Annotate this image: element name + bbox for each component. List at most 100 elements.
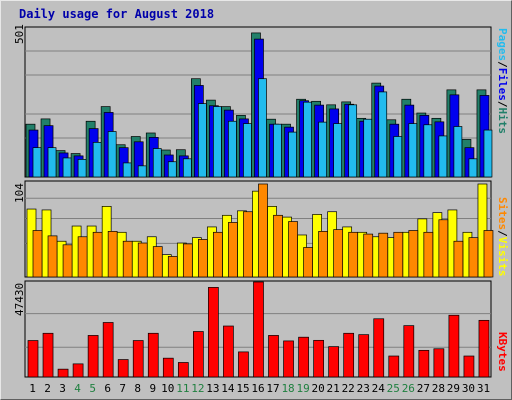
bar-kbytes-day-6 (102, 322, 114, 378)
x-tick-label-1: 1 (29, 382, 36, 395)
x-tick-label-6: 6 (104, 382, 111, 395)
bar-pages-day-30 (468, 158, 478, 178)
x-tick-label-18: 18 (281, 382, 294, 395)
bar-pages-day-19 (303, 101, 312, 178)
bar-pages-day-20 (318, 121, 327, 178)
bar-kbytes-day-9 (147, 332, 159, 378)
x-tick-label-5: 5 (89, 382, 96, 395)
bar-sites-day-12 (198, 239, 208, 278)
bar-sites-day-25 (393, 231, 404, 278)
bar-pages-day-4 (77, 159, 87, 178)
bar-pages-day-11 (182, 158, 192, 178)
bar-sites-day-9 (152, 246, 163, 278)
bar-pages-day-26 (408, 123, 418, 178)
x-tick-label-22: 22 (342, 382, 355, 395)
bar-kbytes-day-27 (418, 349, 430, 378)
bar-sites-day-22 (348, 231, 359, 278)
bar-kbytes-day-19 (298, 336, 309, 378)
bar-sites-day-20 (318, 231, 328, 278)
bar-sites-day-24 (378, 232, 389, 278)
x-tick-label-23: 23 (357, 382, 370, 395)
bar-pages-day-25 (393, 136, 403, 178)
bar-sites-day-3 (62, 244, 73, 278)
x-tick-label-17: 17 (266, 382, 279, 395)
bar-kbytes-day-16 (253, 281, 264, 378)
bar-sites-day-17 (273, 214, 283, 278)
bar-pages-day-2 (47, 147, 57, 178)
x-tick-label-25: 25 (387, 382, 400, 395)
bar-sites-day-15 (243, 211, 253, 278)
bar-sites-day-21 (333, 229, 343, 278)
bar-kbytes-day-14 (223, 325, 234, 378)
x-tick-label-31: 31 (477, 382, 490, 395)
bar-pages-day-12 (198, 103, 207, 178)
bar-kbytes-day-26 (403, 325, 415, 378)
bar-pages-day-16 (258, 78, 267, 178)
x-tick-label-26: 26 (402, 382, 415, 395)
x-tick-label-4: 4 (74, 382, 81, 395)
bar-kbytes-day-2 (42, 332, 54, 378)
bar-kbytes-day-12 (193, 331, 204, 378)
bar-kbytes-day-20 (313, 339, 324, 378)
x-tick-label-27: 27 (417, 382, 430, 395)
x-tick-label-11: 11 (176, 382, 189, 395)
x-tick-label-10: 10 (161, 382, 174, 395)
bar-kbytes-day-1 (27, 340, 39, 378)
bar-kbytes-day-18 (283, 340, 294, 378)
chart-title: Daily usage for August 2018 (19, 7, 215, 21)
bar-kbytes-day-4 (72, 363, 84, 378)
bar-kbytes-day-17 (268, 335, 279, 378)
x-tick-label-8: 8 (134, 382, 141, 395)
bar-kbytes-day-7 (117, 359, 129, 378)
bar-sites-day-27 (423, 231, 434, 278)
bar-sites-day-2 (47, 235, 58, 278)
bar-pages-day-28 (438, 135, 448, 178)
bar-kbytes-day-5 (87, 335, 99, 378)
x-tick-label-7: 7 (119, 382, 126, 395)
bar-sites-day-28 (438, 219, 449, 278)
bar-sites-day-23 (363, 233, 374, 278)
bar-sites-day-14 (228, 222, 238, 278)
bar-kbytes-day-28 (433, 348, 445, 378)
x-tick-label-16: 16 (251, 382, 264, 395)
bar-pages-day-18 (288, 131, 297, 178)
x-tick-label-28: 28 (432, 382, 445, 395)
bar-sites-day-18 (288, 221, 298, 278)
bar-pages-day-24 (378, 91, 388, 178)
x-tick-label-19: 19 (296, 382, 309, 395)
bar-pages-day-13 (213, 106, 222, 178)
bar-sites-day-6 (107, 231, 118, 278)
bar-sites-day-10 (167, 256, 178, 278)
bar-kbytes-day-31 (478, 319, 490, 378)
bar-sites-day-13 (213, 231, 223, 278)
bar-pages-day-3 (62, 157, 72, 178)
x-tick-label-2: 2 (44, 382, 51, 395)
bar-pages-day-7 (122, 162, 132, 178)
x-tick-label-29: 29 (447, 382, 460, 395)
x-tick-label-13: 13 (206, 382, 219, 395)
bar-kbytes-day-13 (208, 287, 219, 378)
bar-kbytes-day-29 (448, 314, 460, 378)
x-tick-label-12: 12 (191, 382, 204, 395)
bar-pages-day-9 (152, 148, 162, 178)
bar-sites-day-5 (92, 231, 103, 278)
bar-kbytes-day-15 (238, 351, 249, 378)
x-tick-label-3: 3 (59, 382, 66, 395)
bar-pages-day-27 (423, 124, 433, 178)
bar-kbytes-day-30 (463, 355, 475, 378)
bar-pages-day-22 (348, 104, 358, 178)
bar-kbytes-day-8 (132, 340, 144, 378)
x-tick-label-21: 21 (327, 382, 340, 395)
bar-sites-day-30 (468, 237, 479, 278)
x-tick-label-15: 15 (236, 382, 249, 395)
bar-sites-day-4 (77, 236, 88, 278)
bar-kbytes-day-21 (328, 346, 339, 378)
bar-sites-day-11 (182, 243, 193, 278)
x-tick-label-30: 30 (462, 382, 475, 395)
x-tick-label-14: 14 (221, 382, 235, 395)
x-tick-label-24: 24 (372, 382, 386, 395)
bar-pages-day-23 (363, 118, 373, 178)
bar-pages-day-10 (167, 161, 177, 178)
bar-kbytes-day-3 (57, 368, 69, 378)
